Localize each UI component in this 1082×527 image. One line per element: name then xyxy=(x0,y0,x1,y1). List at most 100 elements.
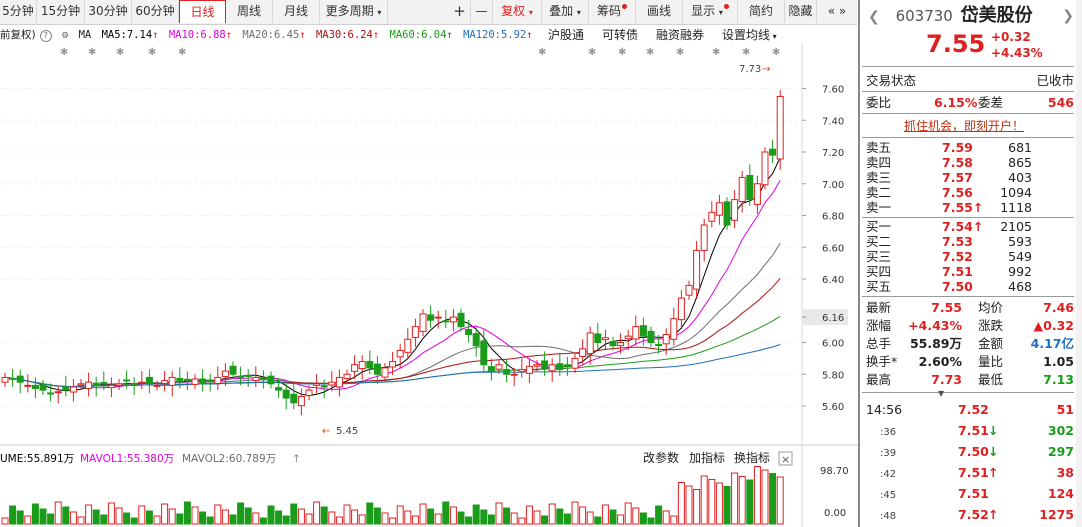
event-star-icon: ✱ xyxy=(742,47,750,58)
bid-label: 买一 xyxy=(866,219,892,234)
price-axis-label: 5.60 xyxy=(822,402,844,413)
ask-volume: 1118 xyxy=(1000,200,1032,215)
volume-bar xyxy=(9,505,17,525)
expand-triangle-icon[interactable]: ▼ xyxy=(938,389,945,398)
bid-price: 7.51 xyxy=(942,264,973,279)
volume-bar xyxy=(358,514,366,525)
period-weekly[interactable]: 周线 xyxy=(226,0,273,23)
period-monthly[interactable]: 月线 xyxy=(273,0,320,23)
price-axis-label: 6.16 xyxy=(822,313,844,324)
switch-indicator-button[interactable]: 换指标 xyxy=(734,450,770,465)
candle-body xyxy=(670,318,678,340)
chart-links: 沪股通 可转债 融资融券 设置均线 ▾ xyxy=(548,25,777,45)
candle-body xyxy=(404,338,412,353)
bid-label: 买三 xyxy=(866,249,892,264)
ask-price: 7.59 xyxy=(942,140,973,155)
bid-row: 买一 7.54↑ 2105 xyxy=(866,219,1074,234)
candle-body xyxy=(366,361,374,369)
stat-label: 涨跌 xyxy=(978,318,1004,333)
candle-body xyxy=(503,368,511,375)
candle-body xyxy=(677,297,685,321)
chevron-right-icon[interactable]: ❯ xyxy=(1062,8,1074,24)
candle-body xyxy=(358,361,366,370)
candle-body xyxy=(9,377,17,380)
period-5min[interactable]: 5分钟 xyxy=(0,0,37,23)
hide-button[interactable]: 隐藏 xyxy=(785,0,817,23)
overlay-dropdown[interactable]: 叠加 ▾ xyxy=(542,0,589,23)
stat-value: 2.60% xyxy=(918,354,962,369)
volume-bar xyxy=(639,512,647,525)
link-margin-trading[interactable]: 融资融券 xyxy=(656,28,705,42)
period-60min[interactable]: 60分钟 xyxy=(132,0,179,23)
more-periods-dropdown[interactable]: 更多周期 ▾ xyxy=(320,0,388,23)
period-15min[interactable]: 15分钟 xyxy=(37,0,85,23)
stat-row: 换手* 2.60% 量比 1.05 xyxy=(866,353,1074,371)
volume-bar xyxy=(24,515,32,525)
volume-bar xyxy=(693,489,701,525)
volume-bar xyxy=(472,504,480,525)
fuquan-label: 复权 xyxy=(501,4,526,18)
notification-dot xyxy=(723,4,729,9)
price-axis-label: 7.60 xyxy=(822,85,844,96)
volume-bar xyxy=(442,501,450,525)
gear-icon[interactable]: ⚙ xyxy=(61,29,69,41)
fuquan-dropdown[interactable]: 复权 ▾ xyxy=(493,0,542,23)
volume-bar xyxy=(31,503,39,525)
volume-bar xyxy=(297,508,305,525)
help-icon[interactable]: ? xyxy=(39,30,52,42)
weicha-label: 委差 xyxy=(978,95,1004,110)
link-convertible-bond[interactable]: 可转债 xyxy=(602,28,639,42)
volume-bar xyxy=(77,516,85,525)
open-account-link[interactable]: 抓住机会，即刻开户！ xyxy=(904,119,1025,133)
link-hugutong[interactable]: 沪股通 xyxy=(548,28,585,42)
bid-row: 买二 7.53 593 xyxy=(866,234,1074,249)
candle-body xyxy=(601,337,609,341)
volume-bar xyxy=(39,508,47,525)
tick-volume: 297 xyxy=(1047,444,1074,459)
link-ma-settings[interactable]: 设置均线 xyxy=(722,28,771,42)
volume-bar xyxy=(320,506,328,525)
period-30min[interactable]: 30分钟 xyxy=(85,0,132,23)
chips-label: 筹码 xyxy=(596,4,621,18)
display-dropdown[interactable]: 显示 ▾ xyxy=(683,0,738,23)
tick-time: 14:56 xyxy=(866,402,903,417)
candle-body xyxy=(746,174,754,201)
close-indicator-button[interactable] xyxy=(778,451,793,466)
candle-body xyxy=(335,376,343,388)
edit-params-button[interactable]: 改参数 xyxy=(643,450,679,465)
price-axis-label: 7.00 xyxy=(822,180,844,191)
draw-line-button[interactable]: 画线 xyxy=(636,0,683,23)
volume-bar xyxy=(1,517,9,525)
chips-button[interactable]: 筹码 xyxy=(589,0,636,23)
volume-bar xyxy=(373,507,381,525)
weibi-value: 6.15% xyxy=(934,95,978,110)
quote-panel: ❮ 603730 岱美股份 ❯ 7.55 +0.32 +4.43% 交易状态 已… xyxy=(858,0,1082,527)
tick-row: :48 7.52 ↑ 1275 xyxy=(866,504,1074,525)
candle-body xyxy=(123,379,131,382)
volume-bar xyxy=(259,517,267,525)
kline-chart[interactable]: ✱ ✱ ✱ ✱ ✱ ✱ ✱ ✱ ✱ ✱ ✱ ✱ ✱ 7.60 7.40 7.20 7.00 6.80 6.60 6.… xyxy=(0,44,858,527)
ma20-value: MA20:6.45 xyxy=(242,29,300,41)
candle-body xyxy=(69,386,77,393)
collapse-arrows-icon[interactable]: « » xyxy=(827,4,847,18)
volume-axis-top: 98.70 xyxy=(820,466,849,477)
panel-scrollbar[interactable] xyxy=(1076,0,1082,527)
ma120-value: MA120:5.92 xyxy=(463,29,527,41)
chevron-left-icon[interactable]: ❮ xyxy=(868,9,880,25)
add-indicator-button[interactable]: 加指标 xyxy=(689,450,725,465)
candle-body xyxy=(39,384,47,391)
tick-price: 7.52 xyxy=(958,402,989,417)
chevron-down-icon: ▾ xyxy=(770,32,777,41)
period-daily[interactable]: 日线 xyxy=(179,0,226,23)
zoom-out-button[interactable]: — xyxy=(471,0,493,23)
volume-bar xyxy=(419,503,427,525)
zoom-in-button[interactable]: + xyxy=(449,0,471,23)
candle-body xyxy=(457,312,465,328)
bid-label: 买四 xyxy=(866,264,892,279)
close-icon: × xyxy=(781,453,790,466)
candle-body xyxy=(381,367,389,378)
simple-mode-button[interactable]: 简约 xyxy=(738,0,785,23)
notification-dot xyxy=(622,4,627,9)
volume-bar xyxy=(328,511,336,525)
ma-legend: 前复权)? ⚙ MA MA5:7.14↑ MA10:6.88↑ MA20:6.4… xyxy=(0,25,800,45)
